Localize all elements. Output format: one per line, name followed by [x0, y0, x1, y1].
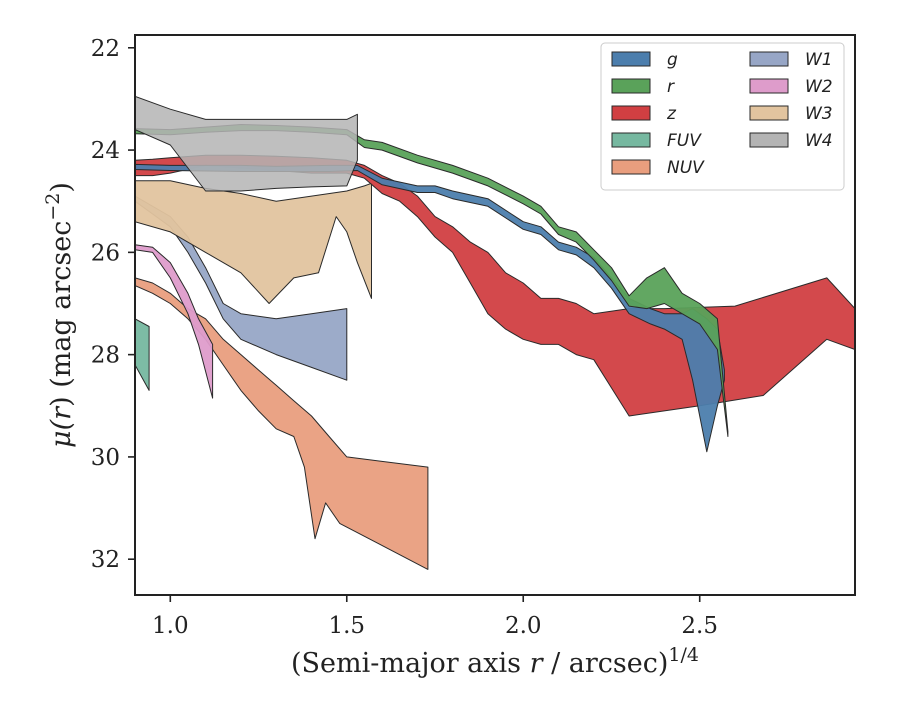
legend-label-z: z — [666, 104, 677, 124]
band-fuv — [135, 318, 150, 391]
legend-label-w3: W3 — [805, 104, 833, 124]
y-axis-label: μ(r) (mag arcsec−2) — [42, 182, 77, 448]
legend-label-nuv: NUV — [667, 158, 705, 178]
legend-swatch-w4 — [749, 132, 789, 148]
y-tick-label: 24 — [91, 138, 120, 164]
legend-label-w4: W4 — [805, 131, 833, 151]
x-tick-label: 2.5 — [681, 613, 718, 639]
band-w3 — [135, 180, 372, 304]
legend-swatch-w3 — [749, 105, 789, 121]
y-tick-label: 26 — [91, 240, 120, 266]
legend-swatch-z — [611, 105, 651, 121]
x-tick-label: 1.0 — [152, 613, 189, 639]
legend: grz FUV NUV W1 W2 W3 W4 — [600, 42, 845, 191]
legend-swatch-g — [611, 51, 651, 67]
axis-ticks: 1.0 1.5 2.0 2.5 22 24 26 28 30 32 — [91, 36, 718, 639]
plot-area — [135, 95, 855, 570]
x-tick-label: 1.5 — [328, 613, 365, 639]
legend-swatch-fuv — [611, 132, 651, 148]
band-w4 — [135, 95, 358, 192]
legend-label-g: g — [667, 50, 678, 70]
y-tick-label: 28 — [91, 343, 120, 369]
band-z — [135, 154, 855, 417]
band-r — [135, 124, 729, 437]
legend-swatch-nuv — [611, 159, 651, 175]
band-g — [135, 163, 725, 453]
legend-label-fuv: FUV — [667, 131, 702, 151]
x-tick-label: 2.0 — [505, 613, 542, 639]
legend-swatch-w1 — [749, 51, 789, 67]
legend-swatch-w2 — [749, 78, 789, 94]
legend-label-w1: W1 — [805, 50, 833, 70]
y-tick-label: 32 — [91, 547, 120, 573]
legend-swatch-r — [611, 78, 651, 94]
x-axis-label: (Semi-major axis r / arcsec)1/4 — [291, 644, 699, 679]
legend-label-r: r — [667, 77, 675, 97]
legend-label-w2: W2 — [805, 77, 833, 97]
y-tick-label: 30 — [91, 445, 120, 471]
y-tick-label: 22 — [91, 36, 120, 62]
band-w2 — [135, 244, 214, 399]
axes-frame — [134, 34, 856, 596]
